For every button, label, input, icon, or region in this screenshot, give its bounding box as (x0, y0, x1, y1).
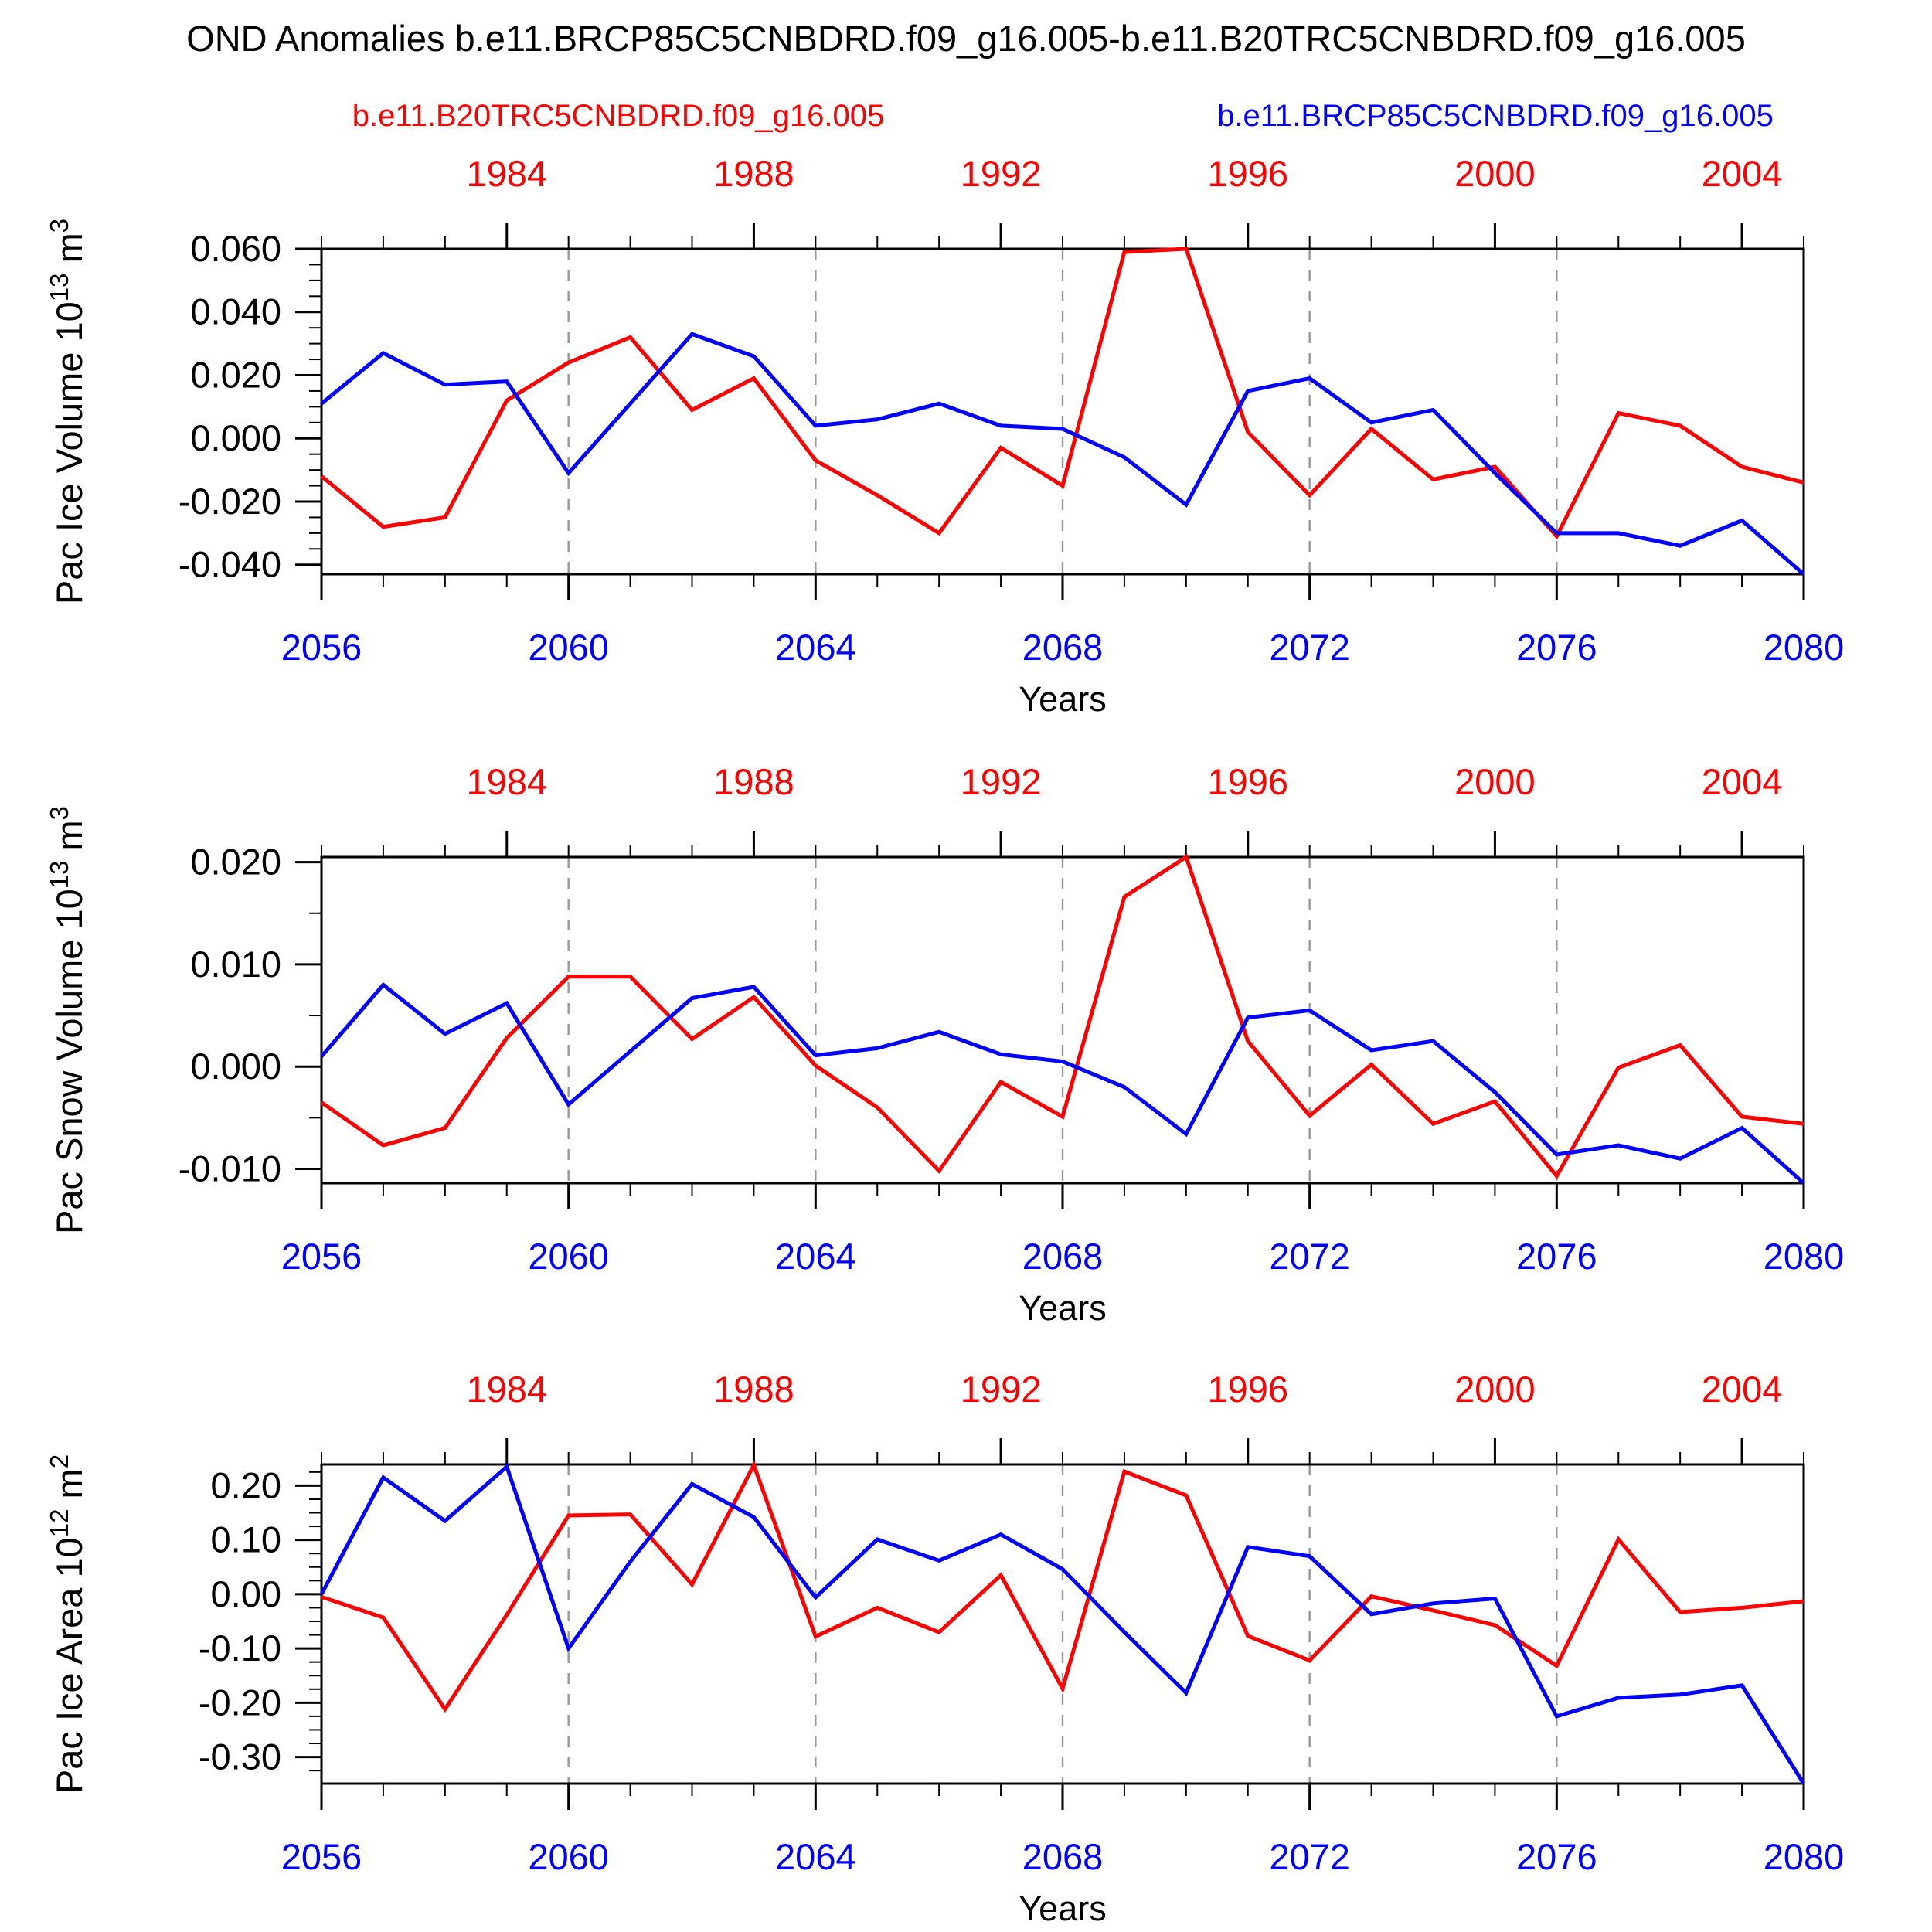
top-axis-year-label: 1996 (1207, 761, 1288, 802)
y-tick-label: 0.000 (190, 417, 281, 458)
bottom-axis-year-label: 2056 (281, 1836, 362, 1877)
y-tick-label: 0.020 (190, 354, 281, 395)
top-axis-year-label: 2004 (1702, 153, 1783, 194)
top-axis-year-label: 1992 (961, 153, 1042, 194)
x-axis-title: Years (1019, 679, 1106, 719)
bottom-axis-year-label: 2080 (1764, 1236, 1845, 1277)
top-axis-year-label: 2000 (1454, 1369, 1536, 1410)
bottom-axis-year-label: 2072 (1269, 1836, 1350, 1877)
series-line-b20trc (320, 854, 1804, 1180)
top-axis-year-label: 1988 (713, 153, 794, 194)
bottom-axis-year-label: 2064 (775, 1236, 856, 1277)
top-axis-year-label: 1988 (713, 1369, 794, 1410)
y-tick-label: 0.060 (190, 228, 281, 269)
top-axis-year-label: 1996 (1207, 1369, 1288, 1410)
top-axis-year-label: 1988 (713, 761, 794, 802)
bottom-axis-year-label: 2060 (528, 1836, 609, 1877)
y-axis-title: Pac Ice Volume 1013 m3 (45, 219, 90, 604)
y-tick-label: 0.010 (190, 944, 281, 985)
bottom-axis-year-label: 2056 (281, 1236, 362, 1277)
legend-label-brcp85: b.e11.BRCP85C5CNBDRD.f09_g16.005 (1217, 99, 1774, 133)
top-axis-year-label: 2004 (1702, 1369, 1783, 1410)
y-tick-label: 0.20 (211, 1464, 281, 1505)
top-axis-year-label: 1984 (466, 761, 547, 802)
y-tick-label: -0.30 (199, 1736, 281, 1777)
bottom-axis-year-label: 2064 (775, 627, 856, 668)
bottom-axis-year-label: 2060 (528, 627, 609, 668)
y-tick-label: -0.020 (179, 481, 281, 522)
top-axis-year-label: 1984 (466, 1369, 547, 1410)
top-axis-year-label: 1992 (961, 761, 1042, 802)
bottom-axis-year-label: 2080 (1764, 627, 1845, 668)
y-tick-label: -0.20 (199, 1682, 281, 1723)
bottom-axis-year-label: 2064 (775, 1836, 856, 1877)
series-line-b20trc (321, 1460, 1804, 1713)
y-tick-label: 0.10 (211, 1519, 281, 1560)
y-tick-label: 0.00 (211, 1573, 281, 1614)
bottom-axis-year-label: 2068 (1022, 627, 1104, 668)
top-axis-year-label: 1996 (1207, 153, 1288, 194)
top-axis-year-label: 2000 (1454, 153, 1536, 194)
bottom-axis-year-label: 2072 (1269, 1236, 1350, 1277)
x-axis-title: Years (1019, 1889, 1106, 1928)
legend-label-b20trc: b.e11.B20TRC5CNBDRD.f09_g16.005 (352, 99, 885, 133)
y-tick-label: -0.10 (199, 1628, 281, 1668)
chart-title: OND Anomalies b.e11.BRCP85C5CNBDRD.f09_g… (186, 18, 1746, 59)
bottom-axis-year-label: 2076 (1516, 1236, 1597, 1277)
bottom-axis-year-label: 2076 (1516, 627, 1597, 668)
y-tick-label: -0.010 (179, 1148, 281, 1189)
y-tick-label: -0.040 (179, 544, 281, 585)
series-line-brcp85 (320, 332, 1805, 576)
y-axis-title: Pac Ice Area 1012 m2 (45, 1454, 90, 1794)
series-line-brcp85 (319, 1463, 1806, 1785)
top-axis-year-label: 2004 (1702, 761, 1783, 802)
series-line-b20trc (320, 247, 1804, 540)
bottom-axis-year-label: 2060 (528, 1236, 609, 1277)
y-tick-label: 0.020 (190, 842, 281, 883)
x-axis-title: Years (1019, 1288, 1106, 1328)
bottom-axis-year-label: 2080 (1764, 1836, 1845, 1877)
bottom-axis-year-label: 2068 (1022, 1236, 1104, 1277)
y-tick-label: 0.040 (190, 291, 281, 332)
top-axis-year-label: 2000 (1454, 761, 1536, 802)
top-axis-year-label: 1992 (961, 1369, 1042, 1410)
bottom-axis-year-label: 2056 (281, 627, 362, 668)
y-tick-label: 0.000 (190, 1046, 281, 1087)
bottom-axis-year-label: 2076 (1516, 1836, 1597, 1877)
series-line-brcp85 (320, 981, 1805, 1185)
bottom-axis-year-label: 2072 (1269, 627, 1350, 668)
top-axis-year-label: 1984 (466, 153, 547, 194)
y-axis-title: Pac Snow Volume 1013 m3 (45, 806, 90, 1234)
bottom-axis-year-label: 2068 (1022, 1836, 1104, 1877)
